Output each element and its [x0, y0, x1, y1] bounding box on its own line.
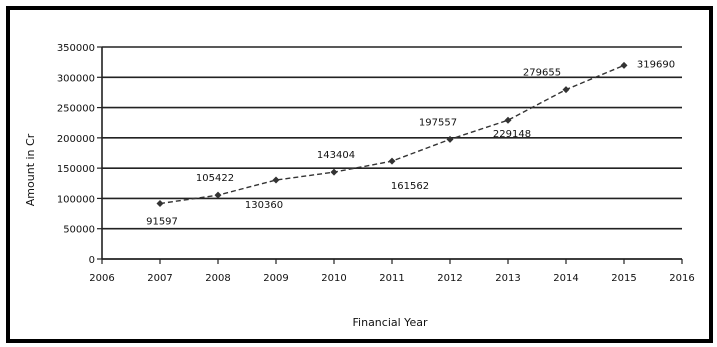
- x-tick-label: 2015: [611, 273, 636, 284]
- y-tick-label: 50000: [63, 225, 95, 236]
- y-tick-labels: 0 50000 100000 150000 200000 250000 300000 3500…: [57, 43, 95, 266]
- data-label: 319690: [637, 59, 675, 70]
- y-axis-label: Amount in Cr: [24, 133, 37, 206]
- x-tick-label: 2012: [437, 273, 462, 284]
- grid-lines: [97, 46, 682, 260]
- data-label: 197557: [419, 117, 457, 128]
- x-tick-label: 2011: [379, 273, 404, 284]
- data-point: [446, 135, 454, 143]
- data-label: 161562: [391, 181, 429, 192]
- x-tick-label: 2008: [205, 273, 230, 284]
- axes: [101, 47, 683, 264]
- series-layer: [156, 61, 628, 208]
- x-tick-label: 2013: [495, 273, 520, 284]
- x-axis-label: Financial Year: [353, 316, 428, 329]
- line-chart: 0 50000 100000 150000 200000 250000 300000 3500…: [24, 43, 695, 329]
- data-point: [156, 200, 164, 208]
- data-point: [388, 157, 396, 165]
- data-labels: 91597 105422 130360 143404 161562 197557 22914…: [146, 59, 675, 227]
- data-point: [272, 176, 280, 184]
- data-point: [330, 168, 338, 176]
- y-tick-label: 0: [89, 255, 95, 266]
- chart-frame: 0 50000 100000 150000 200000 250000 300000 3500…: [6, 6, 713, 343]
- data-point: [562, 86, 570, 94]
- data-point: [620, 61, 628, 69]
- y-tick-label: 350000: [57, 43, 95, 54]
- y-tick-label: 150000: [57, 164, 95, 175]
- x-tick-label: 2014: [553, 273, 578, 284]
- data-label: 279655: [523, 68, 561, 79]
- data-label: 130360: [245, 200, 283, 211]
- y-tick-label: 300000: [57, 73, 95, 84]
- data-point: [214, 191, 222, 199]
- x-tick-label: 2007: [147, 273, 172, 284]
- data-label: 105422: [196, 173, 234, 184]
- y-tick-label: 200000: [57, 134, 95, 145]
- data-label: 229148: [493, 129, 531, 140]
- x-tick-label: 2009: [263, 273, 288, 284]
- x-tick-label: 2016: [669, 273, 694, 284]
- data-label: 143404: [317, 150, 355, 161]
- x-tick-label: 2010: [321, 273, 346, 284]
- x-tick-label: 2006: [89, 273, 114, 284]
- y-tick-label: 100000: [57, 194, 95, 205]
- y-tick-label: 250000: [57, 104, 95, 115]
- data-point: [504, 116, 512, 124]
- data-label: 91597: [146, 217, 178, 228]
- x-tick-labels: 2006 2007 2008 2009 2010 2011 2012 2013 2014 2015…: [89, 273, 694, 284]
